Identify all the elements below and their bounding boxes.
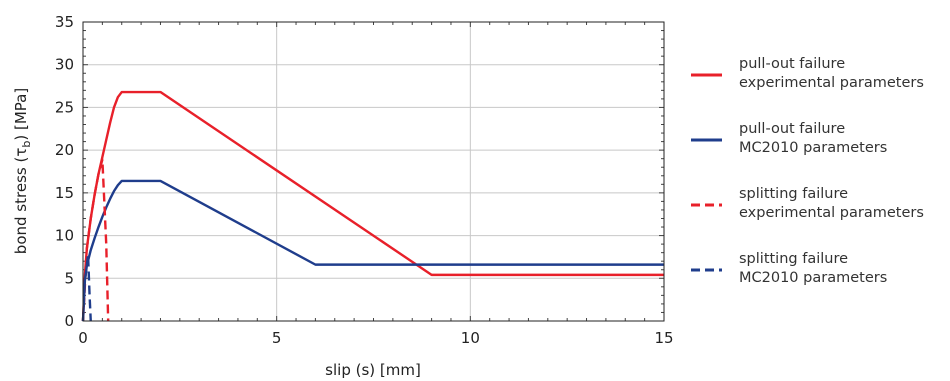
y-tick-label: 25 (55, 98, 74, 116)
legend-label-line1: splitting failure (739, 251, 848, 267)
y-tick-label: 35 (55, 13, 74, 31)
legend: pull-out failure experimental parameters… (691, 56, 924, 286)
legend-item: pull-out failure experimental parameters (691, 56, 924, 91)
series-line-3 (81, 253, 92, 322)
y-tick-label: 10 (55, 227, 74, 245)
y-tick-label: 20 (55, 141, 74, 159)
y-tick-label: 0 (64, 312, 74, 330)
x-tick-label: 10 (461, 329, 480, 347)
y-axis-title-main: bond stress (τ (12, 148, 30, 255)
y-axis-title-tail: ) [MPa] (12, 88, 30, 141)
legend-label-line1: pull-out failure (739, 121, 845, 137)
tick-labels: 0 5 10 15 0 5 10 15 20 25 30 35 (55, 13, 674, 347)
x-tick-label: 0 (78, 329, 88, 347)
series-line-2 (81, 158, 110, 322)
legend-item: splitting failure MC2010 parameters (691, 251, 887, 286)
x-axis-title: slip (s) [mm] (325, 361, 421, 379)
series-layer (81, 90, 664, 322)
legend-label-line1: pull-out failure (739, 56, 845, 72)
legend-label-line2: MC2010 parameters (739, 270, 887, 286)
legend-item: splitting failure experimental parameter… (691, 186, 924, 221)
x-tick-label: 5 (272, 329, 282, 347)
plot-area (83, 22, 664, 321)
legend-label-line1: splitting failure (739, 186, 848, 202)
legend-item: pull-out failure MC2010 parameters (691, 121, 887, 156)
y-tick-label: 5 (64, 269, 74, 287)
y-tick-label: 30 (55, 56, 74, 74)
x-tick-label: 15 (654, 329, 673, 347)
y-tick-label: 15 (55, 184, 74, 202)
y-axis-title: bond stress (τb) [MPa] (12, 88, 33, 254)
grid (83, 22, 664, 321)
series-line-0 (81, 90, 664, 322)
legend-label-line2: experimental parameters (739, 205, 924, 221)
y-axis-title-sub: b (20, 141, 33, 148)
plot-frame (82, 21, 665, 322)
legend-label-line2: experimental parameters (739, 75, 924, 91)
legend-label-line2: MC2010 parameters (739, 140, 887, 156)
